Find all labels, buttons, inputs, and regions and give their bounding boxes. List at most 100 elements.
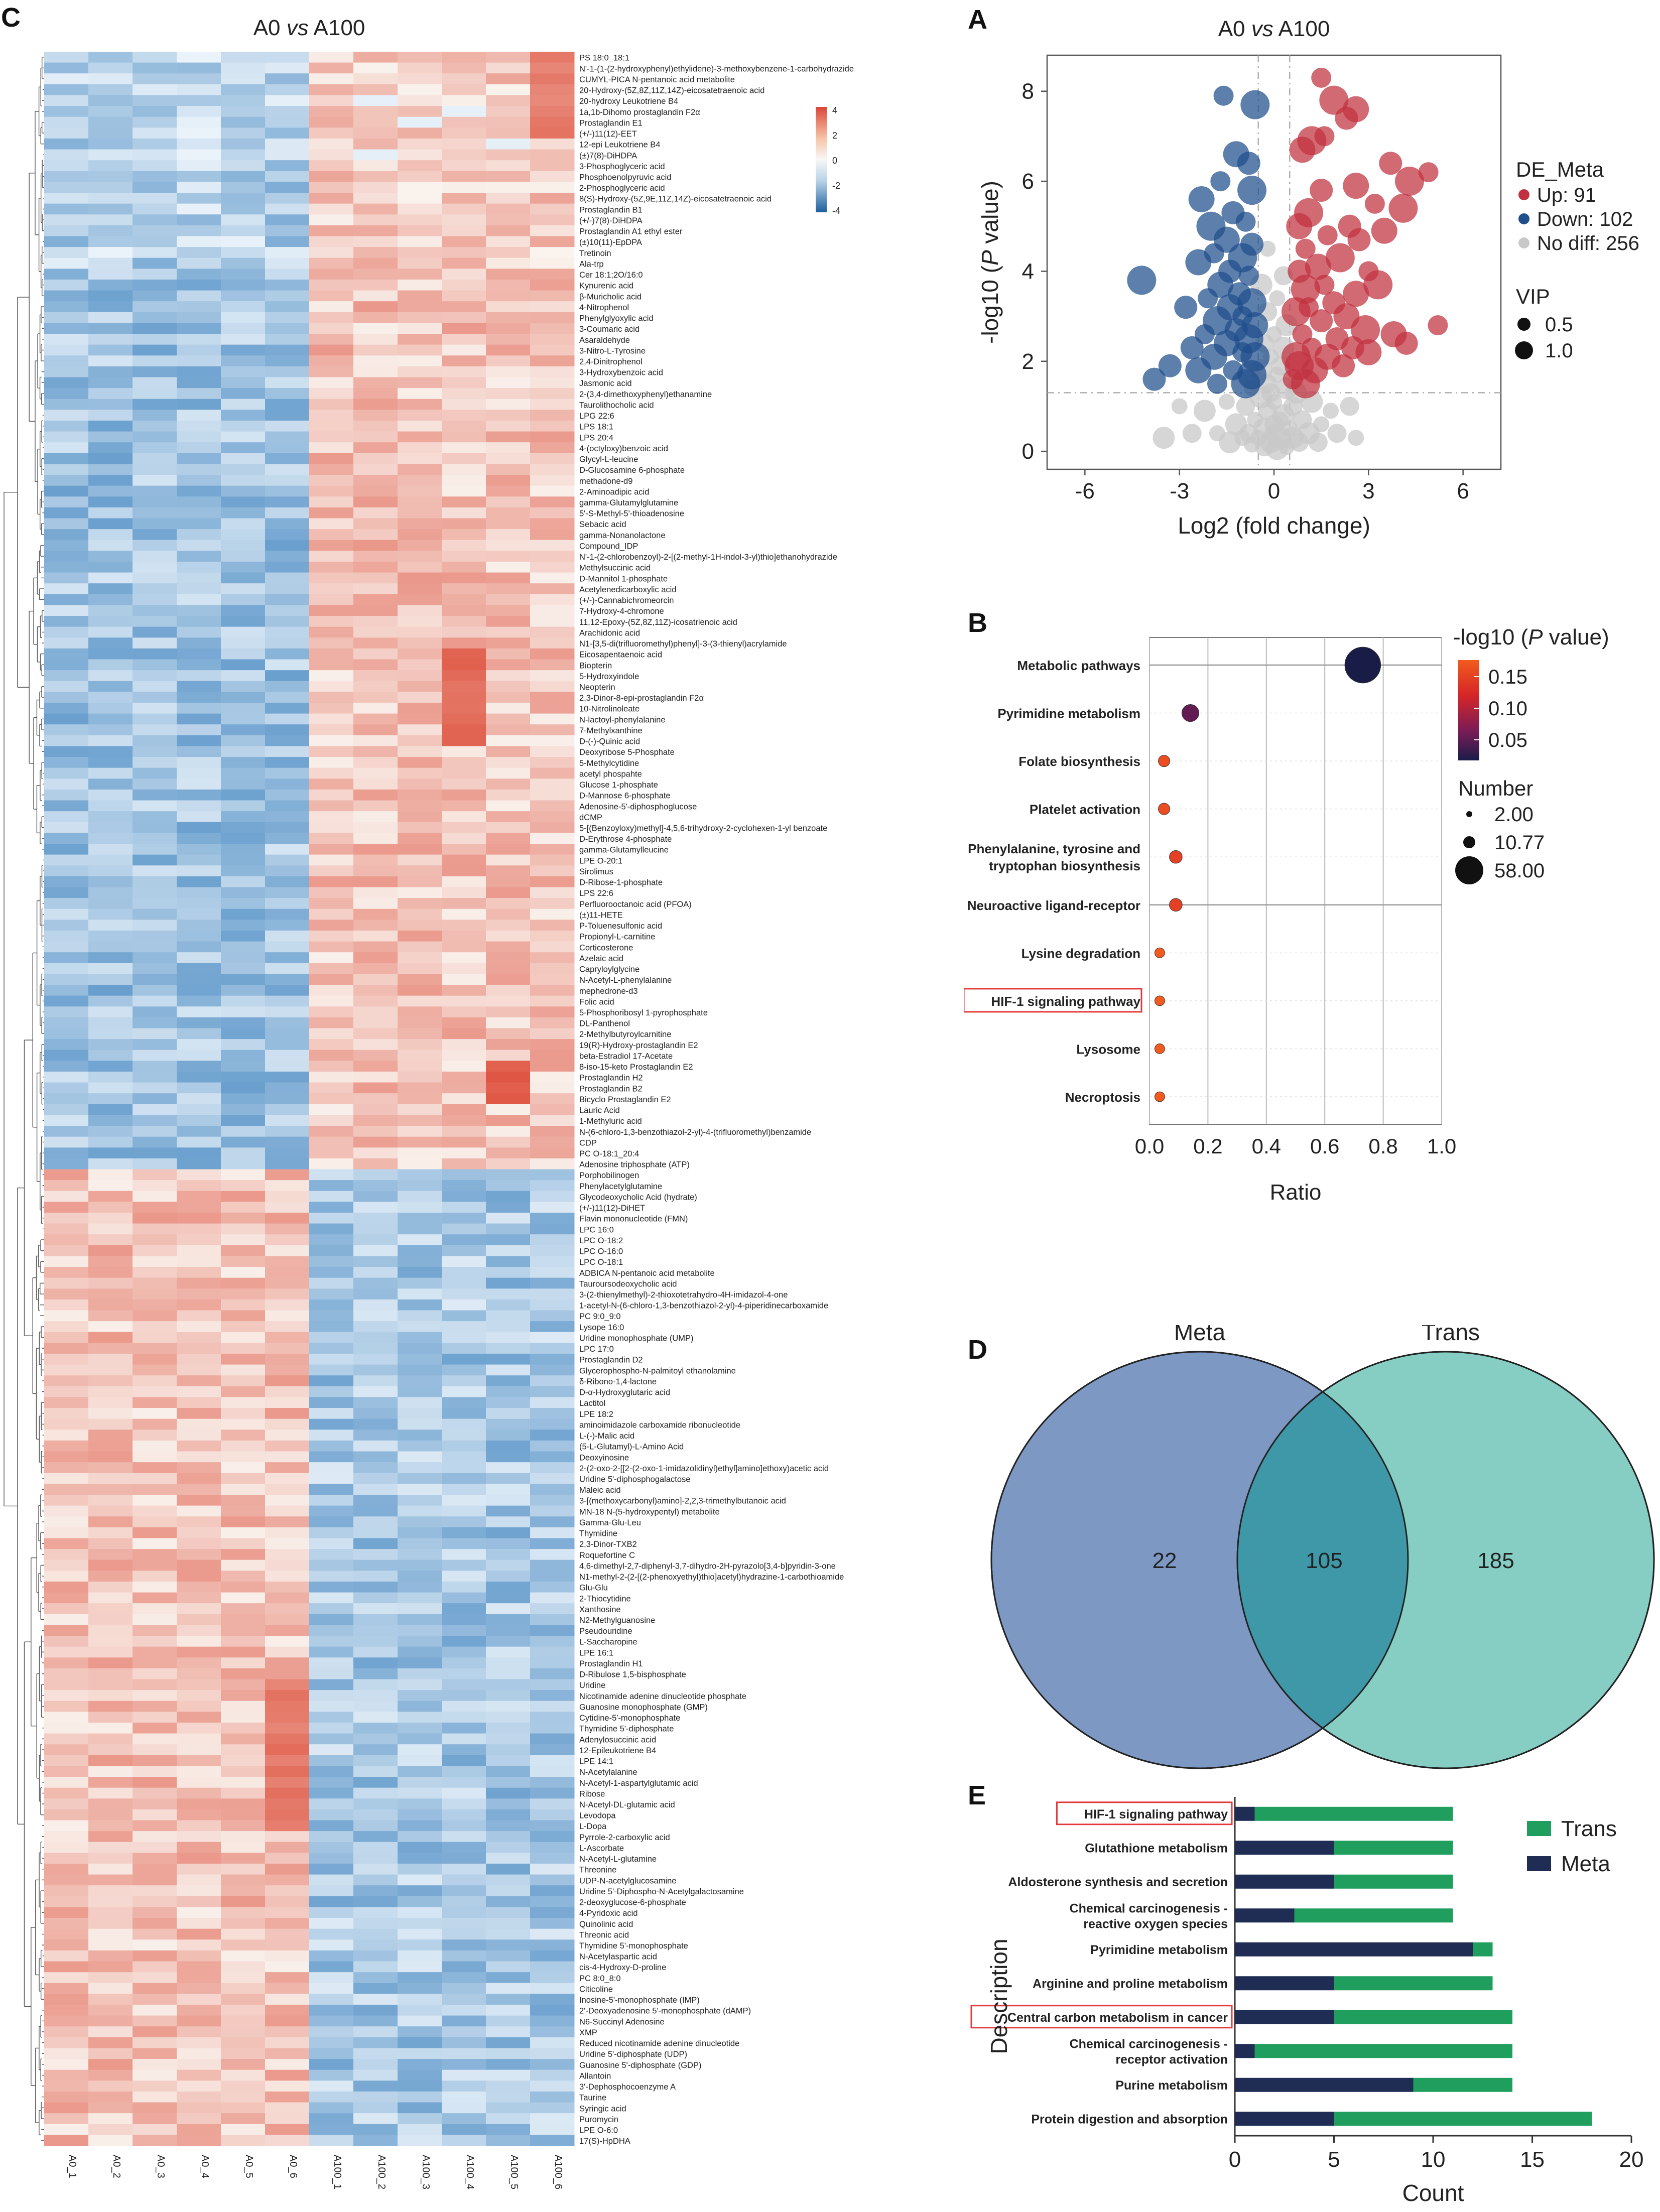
heatmap-cell — [265, 1505, 310, 1517]
heatmap-cell — [309, 1831, 354, 1843]
heatmap-cell — [486, 1343, 531, 1354]
heatmap-cell — [265, 2124, 310, 2135]
heatmap-cell — [88, 2004, 133, 2016]
heatmap-cell — [44, 1701, 89, 1712]
heatmap-cell — [177, 1418, 221, 1430]
heatmap-cell — [88, 496, 133, 508]
heatmap-cell — [398, 1592, 442, 1604]
heatmap-cell — [133, 1668, 177, 1679]
heatmap-cell — [133, 116, 177, 128]
volcano-point — [1343, 173, 1369, 199]
heatmap-cell — [88, 767, 133, 779]
heatmap-cell — [353, 1809, 398, 1821]
heatmap-cell — [265, 1733, 310, 1745]
heatmap-cell — [88, 1234, 133, 1246]
heatmap-cell — [530, 475, 575, 486]
heatmap-cell — [442, 833, 486, 844]
heatmap-cell — [44, 420, 89, 432]
volcano-size-legend-label: 0.5 — [1545, 314, 1573, 336]
heatmap-cell — [44, 594, 89, 605]
heatmap-cell — [221, 1972, 266, 1984]
heatmap-cell — [177, 225, 221, 236]
heatmap-row-label: Prostaglandin H2 — [579, 1074, 643, 1083]
heatmap-row-label: Phenylglyoxylic acid — [579, 314, 654, 323]
heatmap-cell — [88, 214, 133, 226]
bar-segment-trans — [1334, 2010, 1512, 2024]
heatmap-cell — [309, 160, 354, 172]
heatmap-cell — [265, 844, 310, 855]
heatmap-cell — [177, 377, 221, 388]
heatmap-cell — [265, 1267, 310, 1278]
heatmap-cell — [530, 203, 575, 215]
heatmap-cell — [221, 225, 266, 236]
heatmap-cell — [177, 1408, 221, 1419]
heatmap-cell — [353, 583, 398, 595]
heatmap-cell — [133, 442, 177, 454]
heatmap-cell — [221, 746, 266, 757]
heatmap-cell — [133, 789, 177, 801]
heatmap-cell — [353, 1418, 398, 1430]
heatmap-cell — [44, 171, 89, 182]
heatmap-cell — [486, 1212, 531, 1224]
heatmap-cell — [265, 670, 310, 682]
heatmap-cell — [309, 1755, 354, 1766]
heatmap-cell — [44, 561, 89, 573]
heatmap-cell — [530, 1636, 575, 1647]
heatmap-cell — [530, 887, 575, 898]
heatmap-cell — [309, 1017, 354, 1028]
heatmap-cell — [177, 388, 221, 400]
heatmap-cell — [133, 1559, 177, 1571]
heatmap-cell — [88, 1169, 133, 1181]
heatmap-cell — [486, 1896, 531, 1907]
heatmap-cell — [486, 2037, 531, 2048]
heatmap-cell — [309, 540, 354, 551]
heatmap-cell — [530, 2004, 575, 2016]
venn-count-meta-only: 22 — [1153, 1548, 1177, 1573]
heatmap-cell — [486, 290, 531, 302]
heatmap-cell — [177, 1158, 221, 1170]
heatmap-cell — [177, 1744, 221, 1756]
heatmap-row-label: 20-Hydroxy-(5Z,8Z,11Z,14Z)-eicosatetraen… — [579, 86, 764, 95]
heatmap-cell — [442, 225, 486, 236]
heatmap-cell — [265, 2091, 310, 2103]
heatmap-cell — [88, 1983, 133, 1994]
bar-category-label: Aldosterone synthesis and secretion — [1008, 1875, 1228, 1889]
heatmap-cell — [309, 1310, 354, 1322]
heatmap-cell — [442, 1603, 486, 1615]
heatmap-cell — [486, 551, 531, 562]
panel-label-b: B — [968, 608, 987, 638]
volcano-point — [1182, 424, 1202, 443]
heatmap-cell — [442, 1353, 486, 1365]
heatmap-cell — [133, 2048, 177, 2059]
heatmap-cell — [265, 822, 310, 833]
heatmap-cell — [265, 420, 310, 432]
heatmap-cell — [88, 778, 133, 790]
heatmap-cell — [221, 1332, 266, 1343]
heatmap-cell — [88, 659, 133, 671]
bubble-point — [1169, 850, 1183, 864]
heatmap-cell — [530, 149, 575, 161]
heatmap-cell — [265, 1093, 310, 1105]
heatmap-cell — [530, 1353, 575, 1365]
heatmap-cell — [530, 778, 575, 790]
heatmap-cell — [486, 1907, 531, 1918]
heatmap-cell — [530, 648, 575, 660]
heatmap-cell — [398, 1831, 442, 1843]
heatmap-cell — [309, 1256, 354, 1267]
heatmap-cell — [44, 1755, 89, 1766]
heatmap-cell — [133, 1907, 177, 1918]
heatmap-cell — [486, 442, 531, 454]
heatmap-cell — [133, 1571, 177, 1582]
bubble-xtick-label: 0.4 — [1252, 1134, 1281, 1158]
heatmap-cell — [221, 399, 266, 410]
bubble-xtick-label: 0.2 — [1193, 1134, 1222, 1158]
heatmap-cell — [44, 1712, 89, 1723]
heatmap-cell — [398, 1657, 442, 1669]
heatmap-cell — [309, 1722, 354, 1734]
heatmap-cell — [133, 1310, 177, 1322]
heatmap-cell — [88, 1636, 133, 1647]
heatmap-cell — [309, 659, 354, 671]
heatmap-cell — [353, 1212, 398, 1224]
heatmap-cell — [221, 1495, 266, 1506]
heatmap-cell — [177, 1039, 221, 1051]
